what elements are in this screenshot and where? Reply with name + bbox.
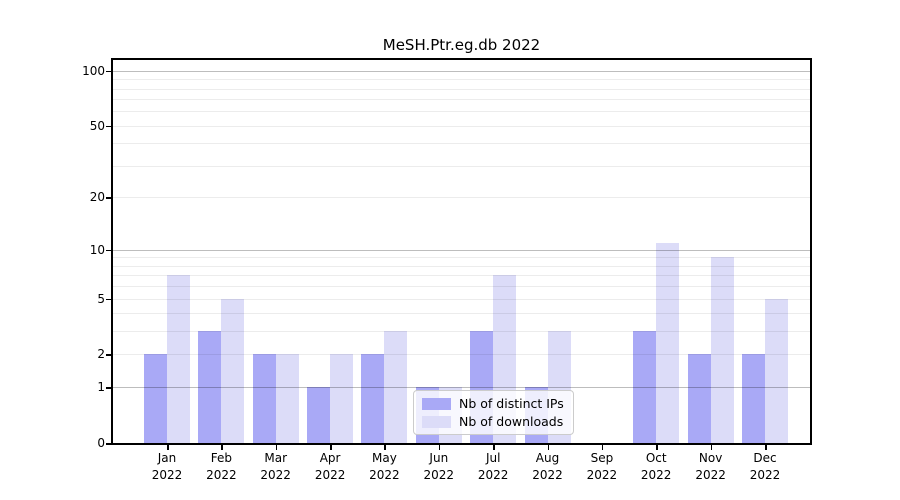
y-tick-mark-1	[106, 387, 111, 389]
x-tick-label-jan: Jan 2022	[151, 451, 183, 482]
legend-item-downloads: Nb of downloads	[422, 414, 564, 429]
y-tick-mark-20	[106, 197, 111, 199]
plot-area: Nb of distinct IPs Nb of downloads	[111, 58, 812, 445]
gridline-60	[113, 111, 810, 113]
x-tick-mark-mar	[275, 445, 278, 450]
x-tick-label-jul: Jul 2022	[477, 451, 509, 482]
x-tick-label-sep: Sep 2022	[586, 451, 618, 482]
x-tick-mark-may	[384, 445, 386, 450]
legend-swatch-downloads	[422, 415, 451, 428]
x-tick-label-aug: Aug 2022	[532, 451, 563, 482]
bar-distinct-ips-dec	[741, 354, 765, 443]
x-tick-mark-dec	[765, 445, 767, 450]
gridline-3	[113, 331, 810, 333]
y-tick-mark-100	[106, 70, 111, 73]
x-tick-label-mar: Mar 2022	[260, 451, 291, 482]
y-tick-label-100: 100	[82, 63, 105, 78]
bar-distinct-ips-jan	[144, 354, 167, 443]
x-tick-label-apr: Apr 2022	[314, 451, 346, 482]
bar-distinct-ips-mar	[252, 354, 276, 443]
x-tick-label-may: May 2022	[369, 451, 400, 482]
y-tick-mark-10	[106, 249, 111, 252]
chart-title: MeSH.Ptr.eg.db 2022	[382, 36, 541, 54]
gridline-2	[113, 354, 810, 356]
y-tick-label-50: 50	[89, 118, 105, 133]
bar-distinct-ips-may	[361, 354, 385, 443]
x-tick-label-jun: Jun 2022	[423, 451, 455, 482]
x-tick-mark-oct	[656, 445, 658, 450]
y-tick-mark-0	[106, 443, 111, 445]
x-tick-mark-jun	[438, 445, 441, 450]
x-tick-mark-nov	[710, 445, 713, 450]
x-tick-mark-jul	[493, 445, 495, 450]
gridline-9	[113, 257, 810, 259]
y-tick-label-1: 1	[97, 380, 105, 395]
y-tick-label-20: 20	[89, 190, 105, 205]
gridline-50	[113, 125, 810, 127]
x-tick-label-feb: Feb 2022	[206, 451, 237, 482]
x-tick-mark-apr	[330, 445, 332, 450]
legend-swatch-distinct-ips	[422, 397, 451, 410]
bar-downloads-feb	[221, 298, 245, 443]
gridline-5	[113, 298, 810, 300]
y-tick-mark-5	[106, 298, 111, 300]
legend-item-distinct-ips: Nb of distinct IPs	[422, 396, 564, 411]
legend-label-downloads: Nb of downloads	[459, 414, 564, 429]
y-tick-label-2: 2	[97, 347, 105, 362]
gridline-1	[113, 387, 810, 389]
bar-downloads-oct	[656, 242, 680, 443]
gridline-8	[113, 265, 810, 267]
grid-layer	[113, 60, 810, 443]
gridline-80	[113, 88, 810, 90]
gridline-70	[113, 99, 810, 101]
x-tick-label-oct: Oct 2022	[640, 451, 672, 482]
bar-distinct-ips-apr	[307, 387, 331, 443]
gridline-7	[113, 275, 810, 277]
gridline-10	[113, 249, 810, 251]
bar-downloads-jan	[167, 275, 190, 443]
x-tick-mark-jan	[167, 445, 169, 450]
gridline-4	[113, 313, 810, 315]
legend-label-distinct-ips: Nb of distinct IPs	[459, 396, 564, 411]
gridline-90	[113, 79, 810, 81]
bar-distinct-ips-oct	[633, 331, 657, 443]
bar-downloads-may	[384, 331, 408, 443]
legend: Nb of distinct IPs Nb of downloads	[413, 390, 574, 435]
bar-downloads-dec	[764, 298, 788, 443]
x-tick-label-nov: Nov 2022	[695, 451, 726, 482]
x-tick-mark-aug	[547, 445, 549, 450]
gridline-20	[113, 197, 810, 199]
gridline-30	[113, 166, 810, 167]
y-tick-label-0: 0	[97, 436, 105, 450]
bar-downloads-apr	[330, 354, 354, 443]
x-tick-mark-feb	[221, 445, 223, 450]
bar-distinct-ips-feb	[198, 331, 222, 443]
bar-downloads-mar	[275, 354, 299, 443]
y-tick-label-10: 10	[89, 242, 105, 257]
bar-distinct-ips-nov	[687, 354, 711, 443]
bar-downloads-nov	[710, 257, 734, 443]
x-tick-label-dec: Dec 2022	[749, 451, 781, 482]
gridline-6	[113, 286, 810, 287]
gridline-40	[113, 143, 810, 145]
y-tick-mark-50	[106, 125, 111, 128]
x-tick-mark-sep	[601, 445, 604, 450]
gridline-100	[113, 70, 810, 72]
y-tick-label-5: 5	[97, 291, 105, 306]
y-tick-mark-2	[106, 354, 111, 356]
